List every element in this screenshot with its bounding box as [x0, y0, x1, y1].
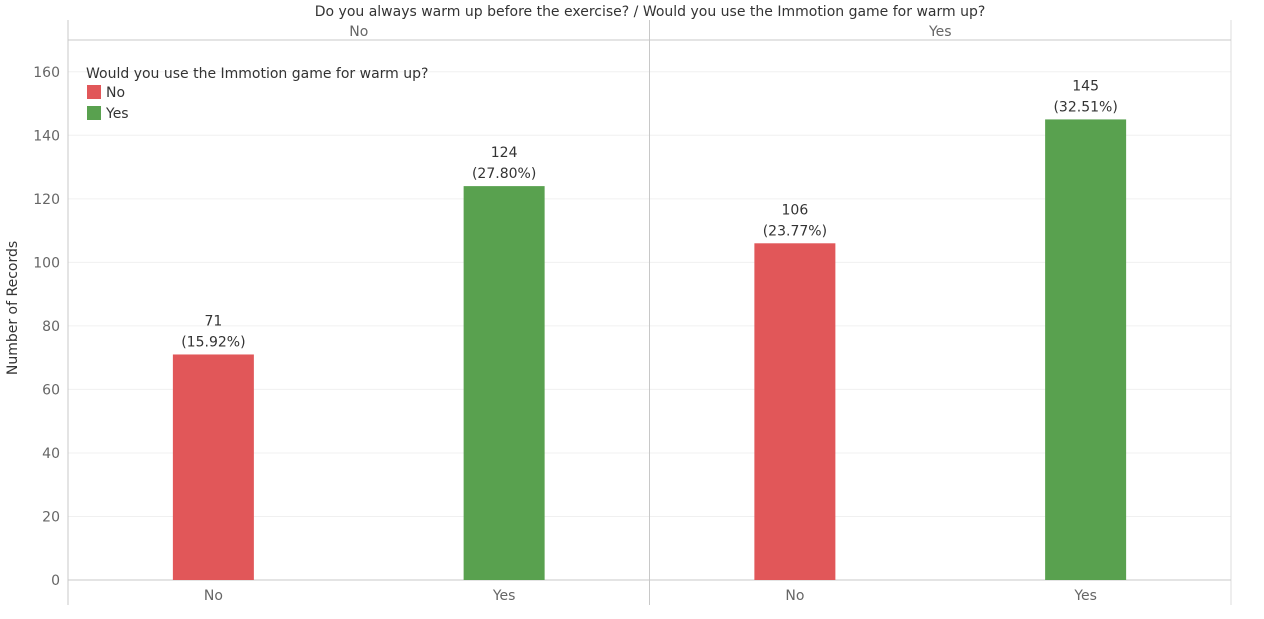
y-tick-label: 100 — [33, 255, 60, 271]
legend-swatch — [87, 85, 101, 99]
y-tick-label: 40 — [42, 446, 60, 462]
y-tick-label: 60 — [42, 382, 60, 398]
legend: Would you use the Immotion game for warm… — [86, 66, 428, 122]
bar-percent-label: (27.80%) — [472, 166, 536, 182]
panel-headers: No Yes — [349, 24, 951, 40]
bar — [172, 354, 254, 580]
legend-item-label: Yes — [105, 106, 129, 122]
panel-header: Yes — [928, 24, 952, 40]
bars — [172, 119, 1127, 580]
y-tick-label: 160 — [33, 65, 60, 81]
legend-item-label: No — [106, 85, 125, 101]
x-tick-label: Yes — [492, 588, 516, 604]
y-axis-label: Number of Records — [5, 241, 21, 375]
y-tick-label: 80 — [42, 319, 60, 335]
legend-swatch — [87, 106, 101, 120]
bar-value-label: 106 — [782, 202, 809, 218]
legend-title: Would you use the Immotion game for warm… — [86, 66, 428, 82]
bar-value-label: 145 — [1072, 78, 1099, 94]
bar — [754, 243, 836, 580]
x-tick-label: No — [785, 588, 804, 604]
bar-value-label: 71 — [204, 313, 222, 329]
y-tick-label: 120 — [33, 192, 60, 208]
chart-frame — [67, 20, 1232, 605]
bar-percent-label: (15.92%) — [181, 334, 245, 350]
y-axis-ticks: 0 20 40 60 80 100 120 140 160 — [33, 65, 60, 589]
panel-header: No — [349, 24, 368, 40]
bar — [1045, 119, 1127, 580]
bar-percent-label: (23.77%) — [763, 223, 827, 239]
bar-percent-label: (32.51%) — [1053, 99, 1117, 115]
bar-value-label: 124 — [491, 145, 518, 161]
x-axis-ticks: No Yes No Yes — [204, 588, 1097, 604]
chart-title: Do you always warm up before the exercis… — [315, 4, 986, 20]
bar-labels: 71 (15.92%) 124 (27.80%) 106 (23.77%) 145 (32.5… — [181, 78, 1118, 350]
y-tick-label: 20 — [42, 509, 60, 525]
y-tick-label: 140 — [33, 128, 60, 144]
x-tick-label: No — [204, 588, 223, 604]
bar — [463, 186, 545, 580]
y-tick-label: 0 — [51, 573, 60, 589]
x-tick-label: Yes — [1073, 588, 1097, 604]
